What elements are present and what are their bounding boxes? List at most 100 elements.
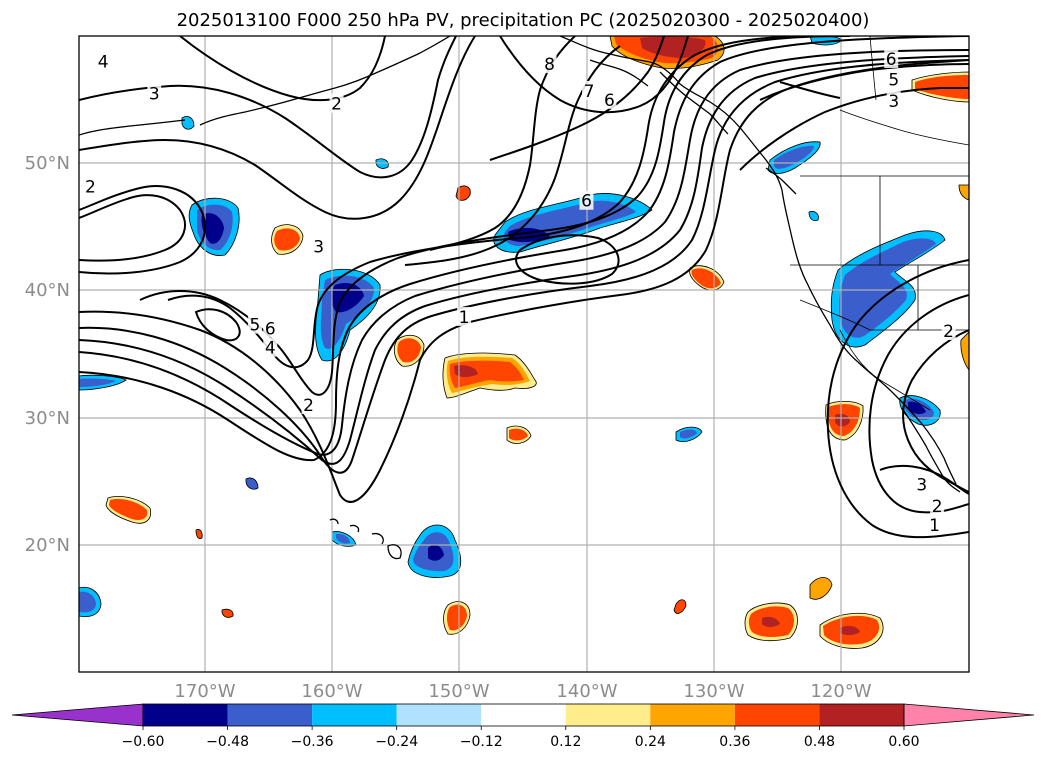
colorbar-segment: [312, 704, 397, 726]
vancouver-island: [765, 167, 797, 195]
precip-pos-small-5: [221, 608, 234, 618]
precip-pos-west-22n: [105, 496, 152, 524]
figure-title: 2025013100 F000 250 hPa PV, precipitatio…: [177, 10, 870, 31]
precip-neg-california: [830, 230, 946, 348]
lat-label-40n: 40°N: [25, 280, 70, 301]
colorbar-tick-label: −0.60: [122, 734, 165, 750]
colorbar-tick-label: 0.24: [635, 734, 666, 750]
contour-label-bg: [542, 54, 557, 74]
precip-neg-west-edge-16n: [79, 586, 102, 617]
precip-pos-off-baja: [825, 400, 864, 441]
contour-label-bg: [884, 48, 899, 68]
contour-label: 3: [149, 84, 160, 104]
precip-pos-35n-155w: [393, 334, 425, 367]
map-frame: [78, 35, 970, 673]
colorbar-segment: [481, 704, 566, 726]
lon-label-120w: 120°W: [810, 681, 871, 702]
contour-ne-3: [779, 81, 841, 99]
contour-2a: [79, 59, 969, 474]
precip-neg-small-3: [375, 158, 389, 169]
precip-neg-small-7: [808, 211, 819, 221]
contour-loop-west: [79, 194, 186, 262]
contour-label-bg: [263, 318, 278, 338]
contour-label-bg: [579, 190, 594, 210]
contour-6b: [515, 234, 620, 285]
lat-label-20n: 20°N: [25, 535, 70, 556]
contour-label: 6: [886, 50, 897, 70]
contour-label-bg: [247, 314, 262, 334]
aleutian-islands: [79, 36, 451, 136]
colorbar-segment: [143, 704, 228, 726]
contour-label-bg: [311, 236, 326, 256]
contour-label-bg: [263, 337, 278, 357]
precip-pos-sw-pacific: [744, 602, 798, 642]
contour-label: 2: [943, 322, 954, 342]
us-state-borders: [790, 176, 969, 411]
colorbar-tick-label: 0.60: [888, 734, 919, 750]
contour-6: [194, 308, 241, 342]
contour-2c: [79, 49, 969, 456]
lat-label-30n: 30°N: [25, 408, 70, 429]
lon-label-160w: 160°W: [301, 681, 362, 702]
contour-label: 6: [265, 319, 276, 339]
contour-label: 2: [303, 396, 314, 416]
contour-label-bg: [930, 495, 945, 515]
colorbar-tick-label: −0.36: [291, 734, 334, 750]
colorbar-segment: [396, 704, 482, 726]
contour-label-bg: [301, 395, 316, 415]
contour-4: [139, 36, 851, 396]
precip-neg-hawaii-south: [407, 524, 462, 578]
contour-label: 4: [265, 339, 276, 359]
contour-2b: [79, 55, 969, 465]
colorbar-segment: [650, 704, 735, 726]
contour-1: [79, 59, 969, 503]
lon-label-150w: 150°W: [428, 681, 489, 702]
contour-label: 6: [581, 192, 592, 212]
contour-label: 5: [888, 70, 899, 90]
precip-neg-small-5: [245, 477, 259, 490]
precip-pos-small-2: [809, 577, 833, 600]
contour-3: [79, 36, 969, 462]
precip-neg-west-edge-32n: [79, 374, 127, 391]
colorbar: −0.60 −0.48 −0.36 −0.24 −0.12 0.12 0.24 0.36 0.4…: [11, 703, 1035, 750]
colorbar-tick-label: −0.24: [375, 734, 418, 750]
baja-coast: [901, 407, 961, 493]
contour-label: 1: [929, 516, 940, 536]
contour-north-6: [499, 36, 689, 114]
precip-pos-west-pacific-44n: [271, 224, 304, 255]
colorbar-segment: [565, 704, 651, 726]
contour-east-2: [868, 294, 969, 514]
colorbar-extend-low: [11, 703, 144, 727]
contour-label: 2: [331, 95, 342, 115]
contour-label-bg: [96, 51, 111, 71]
colorbar-segment: [227, 704, 313, 726]
precip-positive-areas: [105, 36, 969, 649]
contour-loop-west-b: [79, 185, 206, 275]
contour-label: 3: [888, 92, 899, 112]
contour-label: 3: [313, 238, 324, 258]
contour-label-bg: [941, 321, 956, 341]
map-background: [79, 36, 969, 672]
colorbar-tick-label: 0.36: [719, 734, 750, 750]
pv-contours: [79, 36, 969, 539]
precip-pos-14n-150w: [443, 601, 471, 635]
precip-pos-small-8: [960, 331, 969, 371]
colorbar-segment: [734, 704, 820, 726]
contour-label: 3: [916, 475, 927, 495]
colorbar-tick-label: 0.48: [804, 734, 835, 750]
contour-label: 2: [85, 178, 96, 198]
lon-label-130w: 130°W: [683, 681, 744, 702]
precip-pos-small-7: [958, 184, 969, 201]
precip-pos-small-4: [673, 599, 687, 614]
gridlines: [79, 36, 969, 672]
contour-label: 1: [459, 308, 470, 328]
contour-label-bg: [914, 474, 929, 494]
contour-label-bg: [886, 91, 901, 111]
colorbar-tick-label: 0.12: [550, 734, 581, 750]
contour-label-bg: [927, 515, 942, 535]
contour-east-4: [879, 464, 969, 495]
contour-label: 5: [250, 316, 261, 336]
contour-label-bg: [886, 69, 901, 89]
contour-label: 4: [98, 53, 109, 73]
